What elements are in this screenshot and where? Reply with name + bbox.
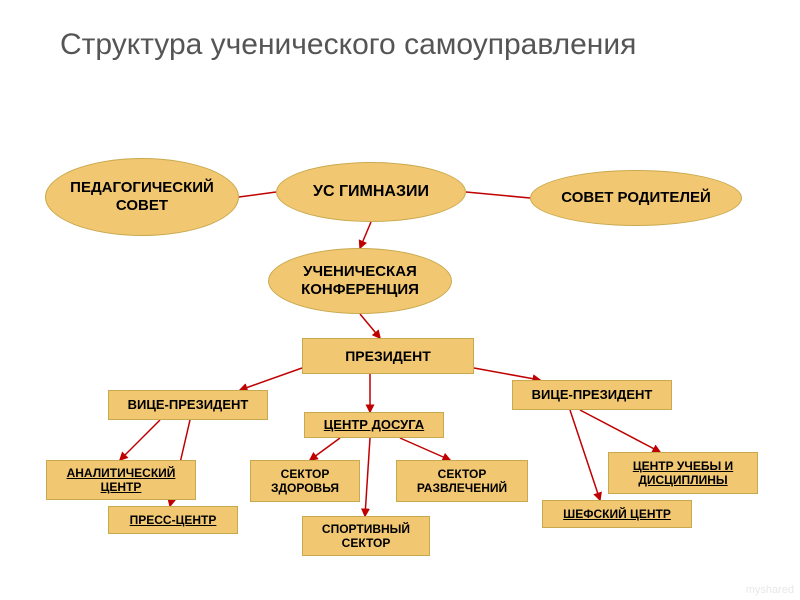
node-n7: ВИЦЕ-ПРЕЗИДЕНТ <box>512 380 672 410</box>
node-n11: СЕКТОР ЗДОРОВЬЯ <box>250 460 360 502</box>
node-n15: ШЕФСКИЙ ЦЕНТР <box>542 500 692 528</box>
page-title: Структура ученического самоуправления <box>60 28 636 62</box>
node-n12: СЕКТОР РАЗВЛЕЧЕНИЙ <box>396 460 528 502</box>
node-n8: ЦЕНТР ДОСУГА <box>304 412 444 438</box>
node-n10: ПРЕСС-ЦЕНТР <box>108 506 238 534</box>
node-n4: УЧЕНИЧЕСКАЯ КОНФЕРЕНЦИЯ <box>268 248 452 314</box>
node-n5: ПРЕЗИДЕНТ <box>302 338 474 374</box>
node-n3: СОВЕТ РОДИТЕЛЕЙ <box>530 170 742 226</box>
node-n13: СПОРТИВНЫЙ СЕКТОР <box>302 516 430 556</box>
node-n14: ЦЕНТР УЧЕБЫ И ДИСЦИПЛИНЫ <box>608 452 758 494</box>
node-n9: АНАЛИТИЧЕСКИЙ ЦЕНТР <box>46 460 196 500</box>
node-n6: ВИЦЕ-ПРЕЗИДЕНТ <box>108 390 268 420</box>
watermark: myshared <box>746 584 794 596</box>
node-n2: УС ГИМНАЗИИ <box>276 162 466 222</box>
node-n1: ПЕДАГОГИЧЕСКИЙ СОВЕТ <box>45 158 239 236</box>
